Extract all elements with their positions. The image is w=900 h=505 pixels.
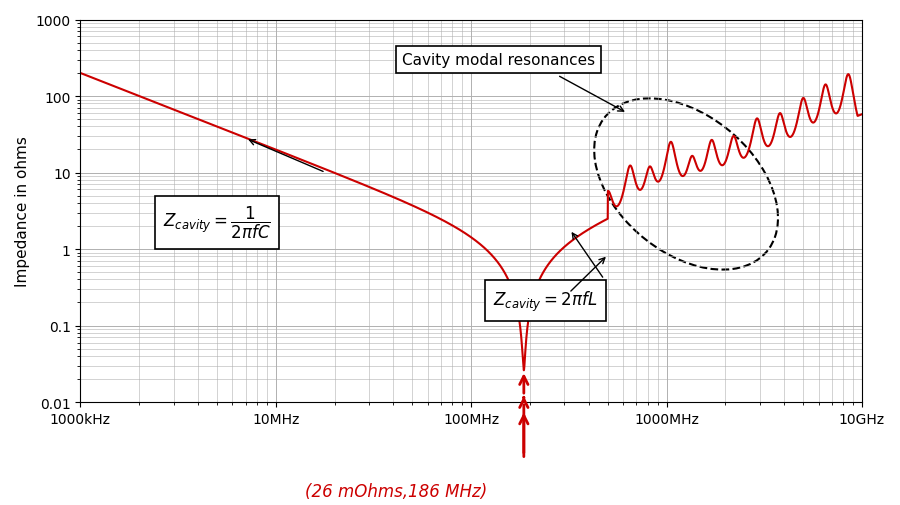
Y-axis label: Impedance in ohms: Impedance in ohms bbox=[15, 136, 30, 287]
Text: $Z_{cavity} = 2\pi f L$: $Z_{cavity} = 2\pi f L$ bbox=[493, 289, 598, 313]
Text: Cavity modal resonances: Cavity modal resonances bbox=[402, 53, 595, 68]
Text: $Z_{cavity} = \dfrac{1}{2\pi f C}$: $Z_{cavity} = \dfrac{1}{2\pi f C}$ bbox=[163, 205, 271, 241]
Text: (26 mOhms,186 MHz): (26 mOhms,186 MHz) bbox=[305, 482, 487, 500]
